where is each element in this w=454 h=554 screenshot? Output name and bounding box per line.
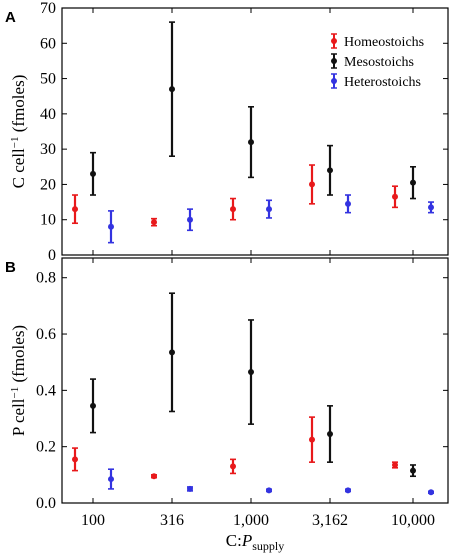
plot-frame (61, 7, 449, 256)
y-tick-label: 0.4 (36, 382, 56, 399)
data-point (187, 485, 193, 492)
y-tick-label: 0.8 (36, 270, 56, 287)
y-axis-label-sup: −1 (9, 387, 21, 399)
data-point (108, 223, 114, 230)
y-tick-label: 0.0 (36, 495, 56, 512)
data-point (410, 467, 416, 474)
data-point (187, 216, 193, 223)
panel-letter: A (5, 9, 16, 26)
data-point (108, 476, 114, 483)
y-tick-label: 40 (40, 106, 56, 123)
legend-entry: Homeostoichs (344, 35, 424, 50)
y-axis-label: C cell−1 (fmoles) (9, 75, 28, 189)
data-point (392, 193, 398, 200)
data-point (266, 487, 272, 494)
y-axis-label-main: P cell (9, 398, 28, 436)
data-point (90, 170, 96, 177)
data-point (327, 167, 333, 174)
data-point (410, 179, 416, 186)
data-point (392, 461, 398, 468)
data-point (72, 456, 78, 463)
data-point (327, 431, 333, 438)
y-tick-label: 70 (40, 0, 56, 17)
data-point (90, 402, 96, 409)
x-axis-label-main: C: (226, 531, 242, 550)
y-axis-label: P cell−1 (fmoles) (9, 325, 28, 436)
data-point (309, 181, 315, 188)
data-point (151, 473, 157, 480)
legend-marker-dot (331, 78, 337, 84)
y-tick-label: 0.6 (36, 326, 56, 343)
y-tick-label: 50 (40, 71, 56, 88)
legend-marker-dot (331, 38, 337, 44)
data-point (169, 86, 175, 93)
data-point (230, 463, 236, 470)
panel-b: 0.0 0.2 0.4 0.6 0.8 100 316 1,000 3,162 10,000 B P … (5, 257, 449, 553)
x-tick-label: 100 (81, 512, 105, 529)
data-point (230, 206, 236, 213)
y-axis-label-unit: (fmoles) (9, 325, 28, 387)
data-point (428, 489, 434, 496)
data-point (72, 206, 78, 213)
plot-frame (61, 257, 449, 504)
data-point (345, 487, 351, 494)
panel-a: 0 10 20 30 40 50 60 70 A C cell−1 (fmoles) Homeost… (5, 0, 449, 264)
data-point (266, 206, 272, 213)
legend-entry: Mesostoichs (344, 55, 414, 70)
y-axis-label-unit: (fmoles) (9, 75, 28, 137)
data-point (345, 200, 351, 207)
y-tick-label: 30 (40, 141, 56, 158)
x-tick-label: 1,000 (233, 512, 269, 529)
x-tick-label: 3,162 (312, 512, 348, 529)
y-tick-label: 60 (40, 35, 56, 52)
x-axis-label-sub: supply (252, 539, 284, 553)
data-point (428, 204, 434, 211)
panel-letter: B (5, 259, 16, 276)
y-axis-label-sup: −1 (9, 136, 21, 148)
data-point (151, 219, 157, 226)
y-tick-label: 10 (40, 212, 56, 229)
data-point (248, 369, 254, 376)
x-axis-label-italic: P (241, 531, 252, 550)
legend-entry: Heterostoichs (344, 75, 421, 90)
data-point (248, 139, 254, 146)
y-tick-label: 0 (48, 247, 56, 264)
x-axis-label: C:Psupply (226, 531, 284, 553)
data-point (309, 436, 315, 443)
y-axis-label-main: C cell (9, 148, 28, 188)
y-tick-label: 0.2 (36, 439, 56, 456)
x-tick-label: 10,000 (391, 512, 435, 529)
data-point (169, 349, 175, 356)
y-tick-label: 20 (40, 176, 56, 193)
x-tick-label: 316 (160, 512, 184, 529)
legend-marker-dot (331, 58, 337, 64)
